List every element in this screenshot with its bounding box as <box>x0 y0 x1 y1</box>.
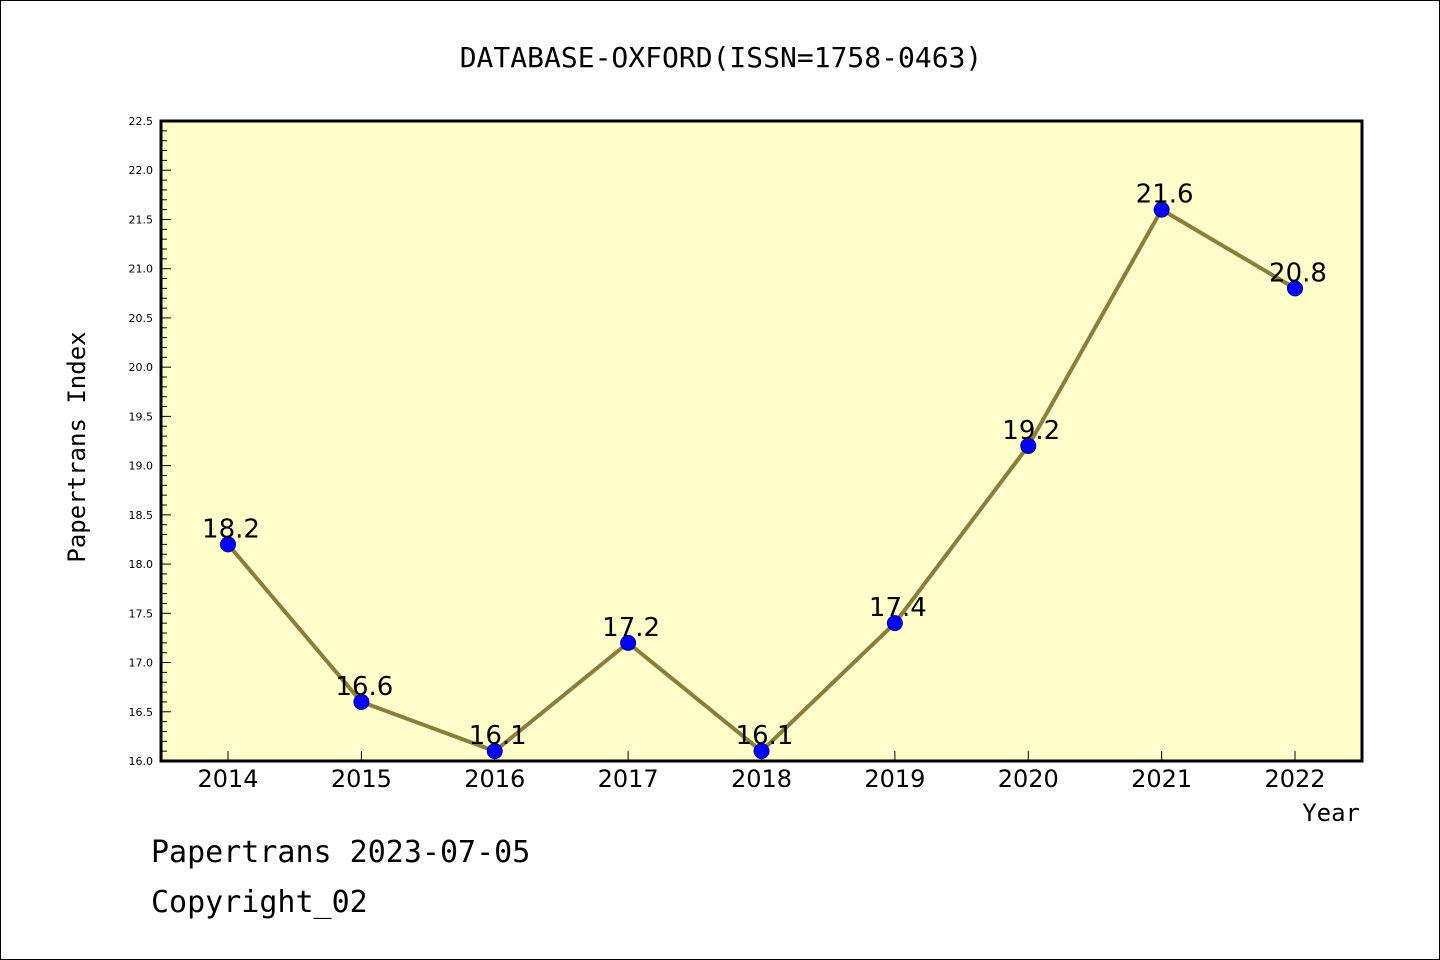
y-tick-label: 19.5 <box>129 410 154 423</box>
x-tick-label: 2020 <box>998 765 1059 793</box>
y-tick-label: 17.0 <box>129 657 154 670</box>
y-tick-label: 21.0 <box>129 263 154 276</box>
y-tick-label: 18.0 <box>129 558 154 571</box>
x-axis-label: Year <box>1302 799 1360 827</box>
y-tick-label: 16.5 <box>129 706 154 719</box>
data-point-label: 16.1 <box>736 721 794 751</box>
data-labels: 18.2 16.6 16.1 17.2 16.1 17.4 19.2 21.6 20.8 <box>202 180 1327 752</box>
x-tick-label: 2019 <box>864 765 925 793</box>
data-point-label: 17.4 <box>869 593 927 623</box>
x-tick-label: 2018 <box>731 765 792 793</box>
data-point-marker <box>353 693 370 710</box>
data-point-marker <box>620 634 637 651</box>
data-point-marker <box>1287 280 1303 297</box>
y-tick-label: 19.0 <box>129 460 154 473</box>
footer-date-text: Papertrans 2023-07-05 <box>151 835 531 870</box>
x-tick-label: 2014 <box>197 765 258 793</box>
plot-area <box>161 121 1362 761</box>
data-point-label: 16.1 <box>469 721 527 751</box>
data-point-marker <box>886 615 903 632</box>
y-tick-label: 22.0 <box>129 164 154 177</box>
y-tick-label: 20.0 <box>129 361 154 374</box>
x-tick-label: 2015 <box>331 765 392 793</box>
data-point-label: 20.8 <box>1269 258 1327 288</box>
footer-copyright-text: Copyright_02 <box>151 885 368 920</box>
data-points <box>220 201 1303 760</box>
chart-title: DATABASE-OXFORD(ISSN=1758-0463) <box>460 41 983 74</box>
data-point-marker <box>1020 437 1037 454</box>
y-axis-ticks: 16.0 16.5 17.0 17.5 18.0 18.5 19.0 19.5 20.0 20.5… <box>129 115 171 768</box>
data-point-marker <box>220 536 236 553</box>
x-tick-label: 2017 <box>598 765 659 793</box>
y-tick-label: 21.5 <box>129 213 154 226</box>
data-point-marker <box>1153 201 1170 218</box>
data-point-label: 21.6 <box>1136 180 1194 210</box>
data-point-label: 19.2 <box>1002 416 1060 446</box>
y-tick-label: 22.5 <box>129 115 154 128</box>
x-tick-label: 2016 <box>464 765 525 793</box>
y-tick-label: 17.5 <box>129 607 154 620</box>
data-point-label: 17.2 <box>602 613 660 643</box>
y-tick-label: 16.0 <box>129 755 154 768</box>
data-point-marker <box>753 743 770 760</box>
data-point-label: 18.2 <box>202 514 260 544</box>
y-axis-label: Papertrans Index <box>63 331 91 562</box>
y-tick-label: 20.5 <box>129 312 154 325</box>
data-point-label: 16.6 <box>335 672 393 702</box>
y-tick-label: 18.5 <box>129 509 154 522</box>
x-axis-ticks: 2014 2015 2016 2017 2018 2019 2020 2021 2022 <box>197 751 1326 793</box>
data-point-marker <box>486 743 503 760</box>
x-tick-label: 2022 <box>1264 765 1325 793</box>
x-tick-label: 2021 <box>1131 765 1192 793</box>
plot-border <box>159 119 1364 763</box>
